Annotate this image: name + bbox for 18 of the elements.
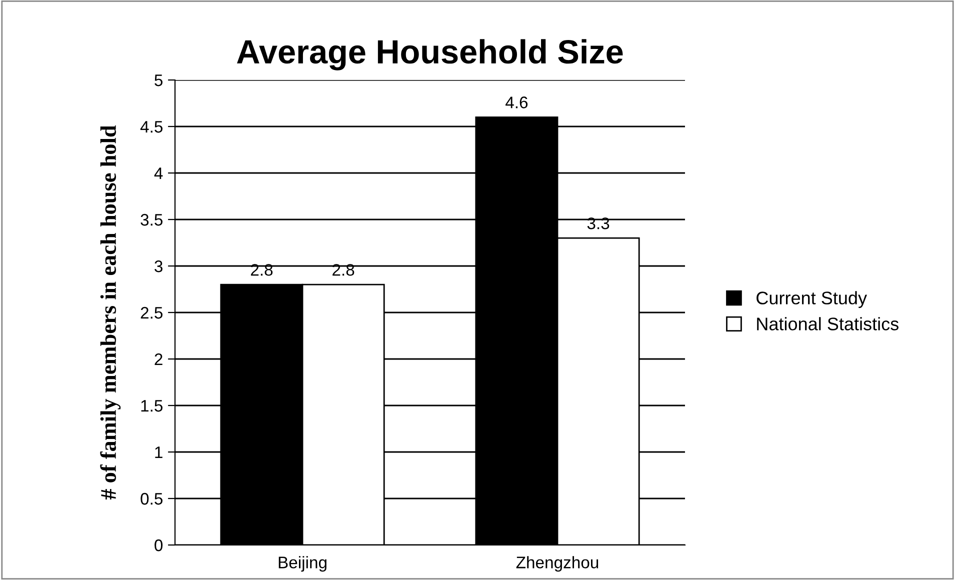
chart-title: Average Household Size — [236, 39, 623, 70]
y-tick-label: 2.5 — [140, 306, 162, 319]
y-tick-label: 4.5 — [140, 121, 162, 133]
y-tick-label: 1 — [155, 446, 162, 458]
y-tick-label: 0 — [154, 539, 163, 552]
y-tick-label: 5 — [154, 74, 162, 86]
y-axis-title: # of family members in each house hold — [100, 125, 121, 500]
legend-label: Current Study — [756, 291, 867, 308]
data-label: 4.6 — [506, 96, 528, 108]
x-tick-label: Beijing — [278, 556, 326, 572]
y-tick-label: 3 — [154, 260, 162, 272]
y-tick-label: 2 — [154, 353, 162, 366]
y-tick-label: 1.5 — [141, 400, 162, 412]
y-tick-label: 4 — [154, 168, 163, 180]
y-tick-label: 3.5 — [140, 214, 162, 226]
y-tick-label: 0.5 — [140, 492, 162, 505]
legend-label: National Statistics — [757, 317, 898, 330]
x-tick-label: Zhengzhou — [516, 556, 598, 572]
